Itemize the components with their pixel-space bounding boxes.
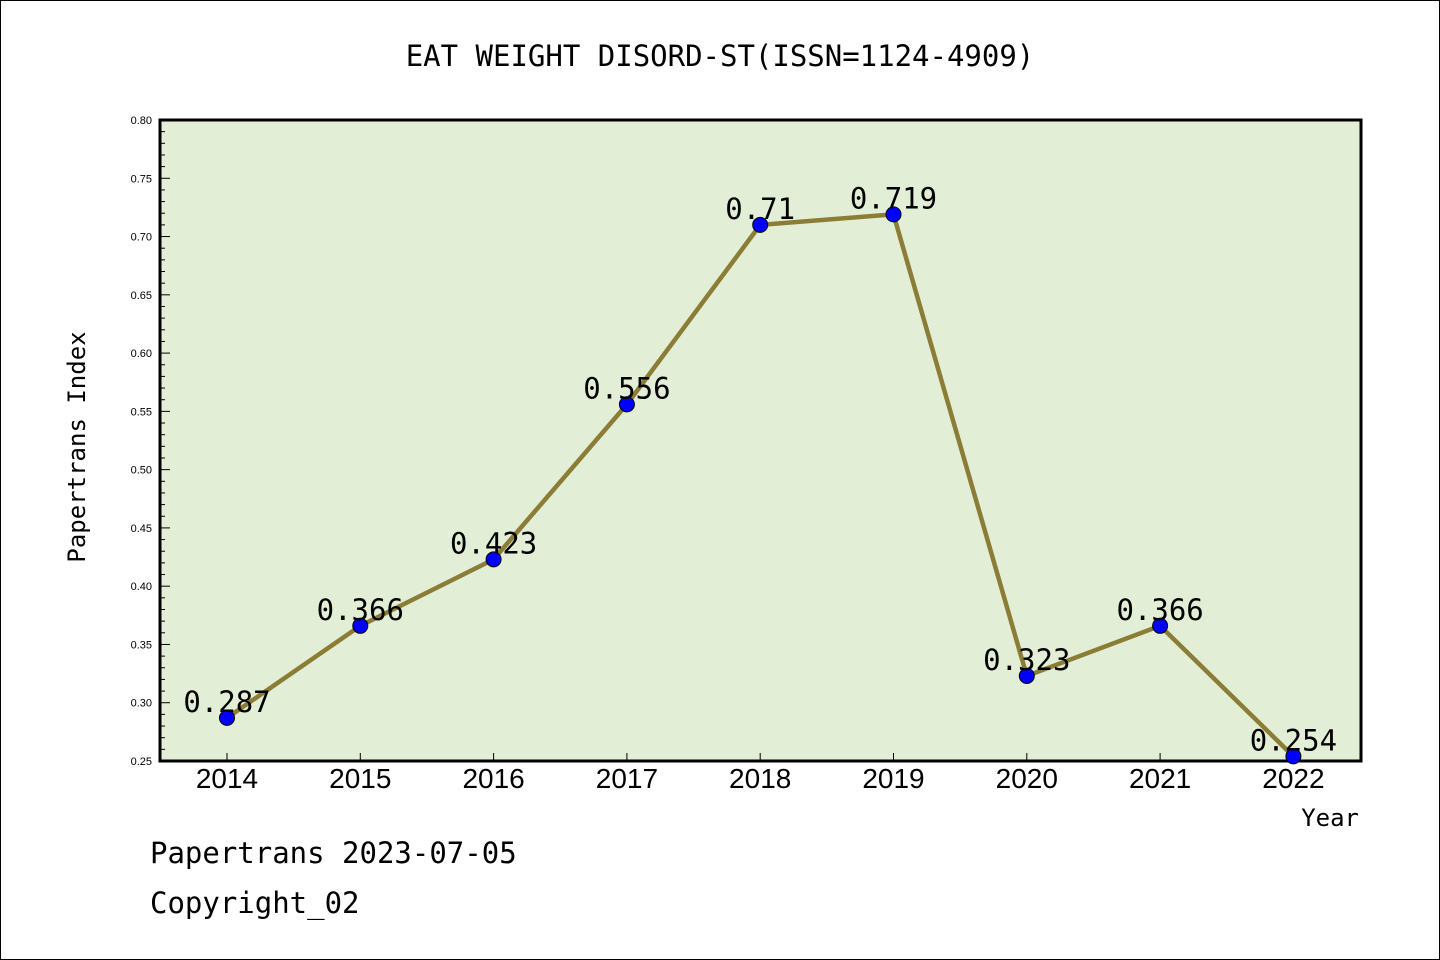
y-tick-label: 0.50	[131, 465, 152, 477]
y-tick-label: 0.70	[131, 232, 152, 244]
data-label: 0.71	[725, 192, 795, 226]
x-tick-label: 2019	[862, 763, 924, 794]
data-point-marker	[885, 206, 902, 223]
chart-title: EAT WEIGHT DISORD-ST(ISSN=1124-4909)	[406, 39, 1035, 73]
x-tick-label: 2014	[196, 763, 258, 794]
x-tick-label: 2018	[729, 763, 791, 794]
series-line-group	[219, 206, 1302, 765]
data-label: 0.323	[983, 643, 1070, 677]
x-tick-label: 2017	[596, 763, 658, 794]
y-tick-label: 0.80	[131, 115, 152, 127]
data-point-marker	[485, 551, 502, 568]
y-axis: 0.25 0.30 0.35 0.40 0.45 0.50 0.55 0.60 0.65 0.70…	[131, 115, 170, 768]
y-tick-label: 0.30	[131, 698, 152, 710]
data-label: 0.287	[183, 685, 270, 719]
x-axis-label: Year	[1301, 804, 1359, 832]
x-tick-label: 2020	[996, 763, 1058, 794]
data-point-marker	[1018, 667, 1035, 684]
x-tick-label: 2021	[1129, 763, 1191, 794]
x-tick-label: 2015	[329, 763, 391, 794]
data-label: 0.423	[450, 526, 537, 560]
data-label: 0.254	[1250, 723, 1337, 757]
y-tick-label: 0.60	[131, 348, 152, 360]
data-label: 0.556	[583, 371, 670, 405]
y-tick-label: 0.35	[131, 639, 152, 651]
data-point-marker	[618, 396, 635, 413]
x-tick-label: 2022	[1262, 763, 1324, 794]
data-point-marker	[752, 216, 769, 233]
y-tick-label: 0.55	[131, 406, 152, 418]
data-label: 0.719	[850, 181, 937, 215]
y-tick-label: 0.65	[131, 290, 152, 302]
x-axis: 2014 2015 2016 2017 2018 2019 2020 2021 2022	[196, 753, 1325, 794]
data-labels: 0.287 0.366 0.423 0.556 0.71 0.719 0.323 0.366 0…	[183, 181, 1337, 757]
data-label: 0.366	[1116, 593, 1203, 627]
data-point-marker	[1152, 617, 1169, 634]
footer-date: Papertrans 2023-07-05	[150, 836, 517, 870]
y-tick-label: 0.25	[131, 756, 152, 768]
data-point-marker	[1285, 748, 1302, 765]
y-tick-label: 0.75	[131, 173, 152, 185]
data-point-marker	[219, 709, 235, 726]
y-tick-label: 0.40	[131, 581, 152, 593]
data-label: 0.366	[317, 593, 404, 627]
x-tick-label: 2016	[462, 763, 524, 794]
data-point-marker	[352, 617, 369, 634]
y-axis-label: Papertrans Index	[63, 331, 91, 562]
y-tick-label: 0.45	[131, 523, 152, 535]
footer-copyright: Copyright_02	[150, 886, 360, 920]
